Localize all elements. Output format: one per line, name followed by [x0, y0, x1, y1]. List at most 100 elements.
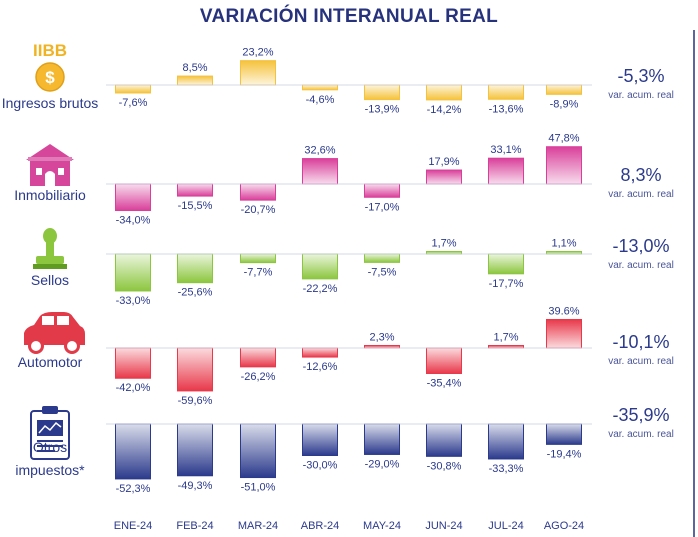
value-label-1-2: -20,7% [241, 204, 276, 216]
value-label-0-2: 23,2% [242, 47, 273, 59]
accum-value-1: 8,3% [620, 165, 661, 185]
icon-row-0: IIBB $ [33, 41, 67, 92]
accum-caption-0: var. acum. real [608, 90, 674, 101]
value-label-3-3: -12,6% [303, 361, 338, 373]
bar-3-2 [240, 347, 276, 368]
value-label-2-4: -7,5% [368, 266, 397, 278]
accum-value-0: -5,3% [617, 66, 664, 86]
bar-1-4 [364, 183, 400, 198]
bar-1-3 [302, 158, 338, 185]
value-label-3-0: -42,0% [116, 382, 151, 394]
bar-3-0 [115, 347, 151, 379]
bar-0-7 [546, 84, 582, 95]
value-label-2-0: -33,0% [116, 295, 151, 307]
category-label-1: Inmobiliario [14, 187, 86, 203]
bar-3-7 [546, 318, 582, 349]
accum-caption-2: var. acum. real [608, 260, 674, 271]
bar-3-1 [177, 347, 213, 392]
bar-2-1 [177, 253, 213, 284]
bar-4-3 [302, 423, 338, 456]
accum-caption-4: var. acum. real [608, 429, 674, 440]
value-label-0-1: 8,5% [182, 62, 207, 74]
accum-caption-1: var. acum. real [608, 189, 674, 200]
month-label-5: JUN-24 [425, 520, 462, 532]
value-label-4-0: -52,3% [116, 483, 151, 495]
bar-4-4 [364, 423, 400, 455]
coin-dollar-icon: $ [35, 62, 65, 92]
bar-1-6 [488, 157, 524, 185]
document-chart-icon [30, 406, 70, 460]
value-label-2-7: 1,1% [551, 238, 576, 250]
value-label-2-1: -25,6% [178, 287, 213, 299]
bar-2-4 [364, 253, 400, 263]
value-label-4-5: -30,8% [427, 460, 462, 472]
category-label-2: Sellos [31, 272, 69, 288]
value-label-2-6: -17,7% [489, 278, 524, 290]
value-label-1-6: 33,1% [490, 144, 521, 156]
month-label-6: JUL-24 [488, 520, 523, 532]
month-label-1: FEB-24 [176, 520, 213, 532]
value-label-4-3: -30,0% [303, 460, 338, 472]
value-label-4-7: -19,4% [547, 448, 582, 460]
bar-4-2 [240, 423, 276, 479]
value-label-0-4: -13,9% [365, 104, 400, 116]
bar-2-3 [302, 253, 338, 280]
accum-caption-3: var. acum. real [608, 356, 674, 367]
chart-title: VARIACIÓN INTERANUAL REAL [199, 6, 499, 27]
accum-value-3: -10,1% [612, 332, 669, 352]
category-label-4: impuestos* [15, 462, 85, 478]
car-icon [24, 312, 85, 354]
value-label-1-4: -17,0% [365, 201, 400, 213]
value-label-3-5: -35,4% [427, 377, 462, 389]
value-label-1-3: 32,6% [304, 145, 335, 157]
value-label-3-1: -59,6% [178, 395, 213, 407]
value-label-0-6: -13,6% [489, 103, 524, 115]
value-label-3-2: -26,2% [241, 371, 276, 383]
month-label-4: MAY-24 [363, 520, 401, 532]
bar-4-5 [426, 423, 462, 457]
value-label-0-5: -14,2% [427, 104, 462, 116]
value-label-4-1: -49,3% [178, 480, 213, 492]
bar-0-6 [488, 84, 524, 100]
bar-0-0 [115, 84, 151, 94]
bar-2-2 [240, 253, 276, 264]
value-label-2-5: 1,7% [431, 238, 456, 250]
value-label-1-0: -34,0% [116, 215, 151, 227]
bar-1-7 [546, 146, 582, 185]
bar-0-5 [426, 84, 462, 101]
month-label-0: ENE-24 [114, 520, 153, 532]
value-label-1-5: 17,9% [428, 156, 459, 168]
value-label-4-6: -33,3% [489, 463, 524, 475]
bar-1-5 [426, 169, 462, 185]
iibb-icon-text: IIBB [33, 41, 67, 60]
bar-2-0 [115, 253, 151, 292]
value-label-1-7: 47,8% [548, 133, 579, 145]
month-label-7: AGO-24 [544, 520, 584, 532]
value-label-1-1: -15,5% [178, 200, 213, 212]
bar-1-0 [115, 183, 151, 212]
value-label-4-4: -29,0% [365, 458, 400, 470]
bar-1-2 [240, 183, 276, 201]
bar-4-6 [488, 423, 524, 460]
category-label-0: Ingresos brutos [2, 95, 99, 111]
bar-0-2 [240, 60, 276, 86]
bar-4-7 [546, 423, 582, 445]
bar-4-0 [115, 423, 151, 480]
bar-0-4 [364, 84, 400, 101]
rubber-stamp-icon [33, 228, 67, 269]
value-label-2-2: -7,7% [244, 267, 273, 279]
bar-4-1 [177, 423, 213, 477]
value-label-4-2: -51,0% [241, 482, 276, 494]
value-label-2-3: -22,2% [303, 283, 338, 295]
svg-text:$: $ [45, 68, 55, 87]
value-label-0-7: -8,9% [550, 98, 579, 110]
value-label-0-3: -4,6% [306, 94, 335, 106]
bar-1-1 [177, 183, 213, 197]
value-label-3-4: 2,3% [369, 332, 394, 344]
bar-3-5 [426, 347, 462, 374]
bar-2-6 [488, 253, 524, 275]
bar-0-1 [177, 75, 213, 86]
month-label-3: ABR-24 [301, 520, 340, 532]
accum-value-2: -13,0% [612, 236, 669, 256]
